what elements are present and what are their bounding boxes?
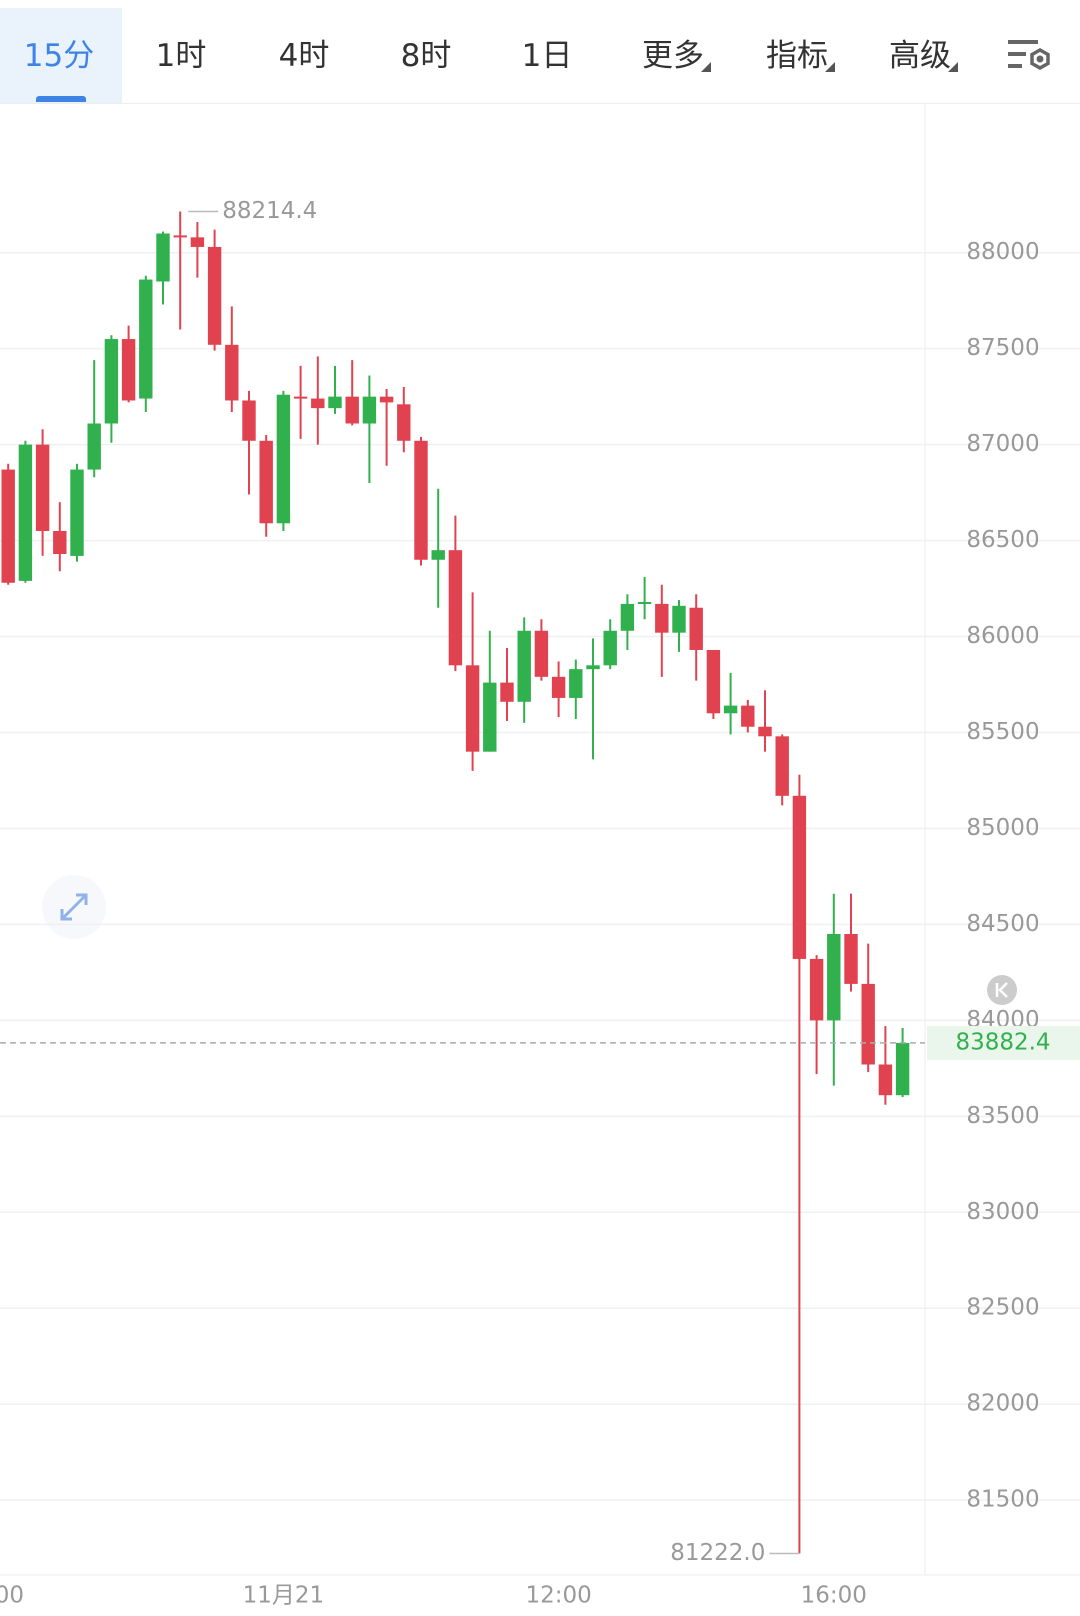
dropdown-arrow <box>825 62 835 72</box>
y-tick-label: 87000 <box>966 431 1039 457</box>
candle-body <box>431 550 445 560</box>
candle-body <box>551 676 566 698</box>
y-tick-label: 84500 <box>966 911 1039 937</box>
x-tick-label: 4:00 <box>0 1583 24 1609</box>
candle-body <box>293 396 308 399</box>
candle-body <box>1 469 15 583</box>
candle-body <box>741 705 755 727</box>
tab[interactable]: 1日 <box>521 38 573 74</box>
candle-body <box>311 398 325 409</box>
candle-body <box>637 601 652 604</box>
candle-body <box>53 530 67 555</box>
candle-body <box>207 246 222 345</box>
x-tick-label: 11月21 <box>243 1583 325 1609</box>
tab[interactable]: 15分 <box>23 38 95 74</box>
active-tab-indicator <box>36 96 86 102</box>
candle-body <box>139 279 153 399</box>
candle-body <box>500 682 514 702</box>
candle-body <box>259 440 273 524</box>
y-tick-label: 81500 <box>966 1487 1039 1513</box>
candle-body <box>809 958 824 1021</box>
candle-body <box>569 669 583 698</box>
candle-body <box>689 607 703 650</box>
tab[interactable]: 1时 <box>155 38 207 74</box>
scroll-latest-button[interactable] <box>987 975 1017 1005</box>
y-tick-label: 86500 <box>966 527 1039 553</box>
candle-body <box>706 649 721 714</box>
candle-body <box>87 423 101 470</box>
annotation-label: 88214.4 <box>222 198 317 224</box>
candle-body <box>672 605 686 633</box>
tab-bar: 15分 1时 4时 8时 1日 更多 指标 高级 <box>0 0 1080 104</box>
annotation-label: 81222.0 <box>670 1540 765 1566</box>
y-tick-label: 86000 <box>966 623 1039 649</box>
candle-body <box>70 469 84 556</box>
tab[interactable]: 更多 <box>642 38 704 74</box>
candle-body <box>156 233 170 282</box>
active-tab-bg <box>0 8 122 103</box>
candle-body <box>758 726 772 737</box>
candle-body <box>792 795 807 959</box>
x-tick-label: 12:00 <box>525 1583 591 1609</box>
candle-body <box>620 603 635 631</box>
candle-body <box>379 396 394 403</box>
candle-body <box>242 400 256 441</box>
candle-body <box>18 444 33 581</box>
candle-body <box>414 440 428 560</box>
dropdown-arrow <box>948 62 958 72</box>
candle-body <box>362 396 377 424</box>
expand-button[interactable] <box>42 875 106 939</box>
candle-body <box>448 550 463 666</box>
candle-body <box>276 394 291 524</box>
candle-body <box>35 444 50 531</box>
tab[interactable]: 高级 <box>889 38 951 74</box>
candle-body <box>861 983 875 1065</box>
y-tick-label: 82500 <box>966 1295 1039 1321</box>
candle-body <box>586 665 600 670</box>
candle-body <box>827 933 841 1021</box>
candle-body <box>104 339 119 424</box>
chart: 8150082000825008300083500840008450085000… <box>0 103 1080 1609</box>
candle-body <box>225 344 239 401</box>
candle-body <box>878 1064 893 1096</box>
y-tick-label: 85000 <box>966 815 1039 841</box>
settings-icon[interactable] <box>1006 36 1052 76</box>
y-tick-label: 85500 <box>966 719 1039 745</box>
candle-body <box>173 235 187 238</box>
candle-body <box>844 933 858 984</box>
last-price-box <box>927 1025 1080 1060</box>
dropdown-arrow <box>701 62 711 72</box>
candle-body <box>775 736 789 796</box>
tab[interactable]: 4时 <box>278 38 330 74</box>
candle-body <box>397 404 411 441</box>
candle-body <box>534 630 549 677</box>
tab[interactable]: 指标 <box>766 38 828 74</box>
last-price-label: 83882.4 <box>955 1029 1050 1055</box>
candle-body <box>190 237 205 247</box>
candle-body <box>465 665 480 752</box>
candle-body <box>345 396 359 424</box>
candle-body <box>723 705 738 714</box>
candle-body <box>483 682 497 752</box>
candle-body <box>655 603 669 633</box>
y-tick-label: 87500 <box>966 335 1039 361</box>
candle-body <box>121 339 136 401</box>
candle-body <box>328 396 342 409</box>
y-tick-label: 83000 <box>966 1199 1039 1225</box>
y-tick-label: 88000 <box>966 239 1039 265</box>
candle-body <box>603 630 617 666</box>
y-tick-label: 82000 <box>966 1391 1039 1417</box>
x-tick-label: 16:00 <box>801 1583 867 1609</box>
tab[interactable]: 8时 <box>400 38 452 74</box>
candle-body <box>517 630 531 702</box>
y-tick-label: 83500 <box>966 1103 1039 1129</box>
candle-body <box>895 1042 910 1096</box>
